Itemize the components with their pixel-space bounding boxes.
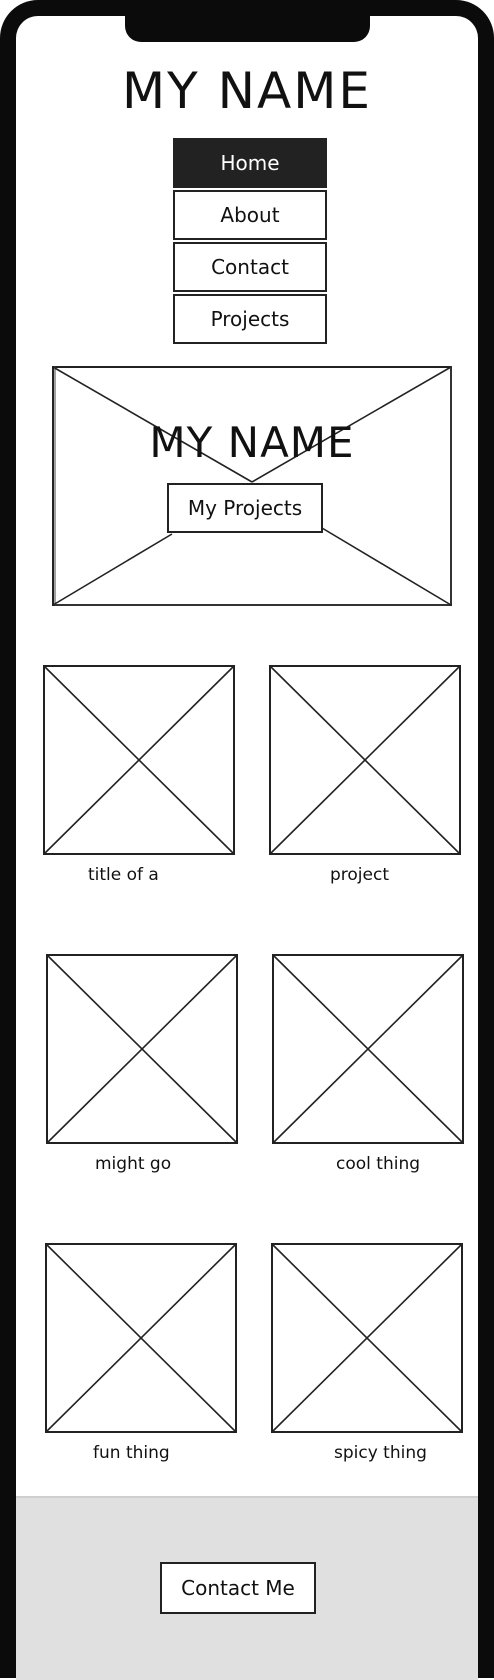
project-card[interactable]: cool thing	[272, 954, 468, 1174]
project-card[interactable]: title of a	[43, 665, 239, 885]
nav-item-home[interactable]: Home	[173, 138, 327, 188]
project-title: spicy thing	[334, 1443, 427, 1463]
project-image-placeholder	[269, 665, 461, 855]
contact-me-button[interactable]: Contact Me	[160, 1562, 316, 1614]
project-card[interactable]: fun thing	[45, 1243, 241, 1463]
project-title: cool thing	[336, 1154, 421, 1174]
footer: Contact Me	[16, 1496, 478, 1680]
hero-banner: MY NAME My Projects	[52, 366, 452, 606]
my-projects-button[interactable]: My Projects	[167, 483, 323, 533]
project-title: might go	[95, 1154, 172, 1174]
project-image-placeholder	[272, 954, 464, 1144]
hero-title: MY NAME	[149, 418, 355, 467]
project-card[interactable]: spicy thing	[271, 1243, 467, 1463]
page-title: MY NAME	[122, 62, 372, 120]
nav-item-about[interactable]: About	[173, 190, 327, 240]
project-image-placeholder	[46, 954, 238, 1144]
device-notch	[125, 12, 370, 42]
nav-item-projects[interactable]: Projects	[173, 294, 327, 344]
project-image-placeholder	[45, 1243, 237, 1433]
project-image-placeholder	[43, 665, 235, 855]
project-image-placeholder	[271, 1243, 463, 1433]
project-card[interactable]: project	[269, 665, 465, 885]
nav-menu: Home About Contact Projects	[173, 138, 327, 346]
project-card[interactable]: might go	[46, 954, 242, 1174]
nav-item-contact[interactable]: Contact	[173, 242, 327, 292]
project-title: project	[330, 865, 390, 885]
project-title: fun thing	[93, 1443, 170, 1463]
project-title: title of a	[88, 865, 159, 885]
